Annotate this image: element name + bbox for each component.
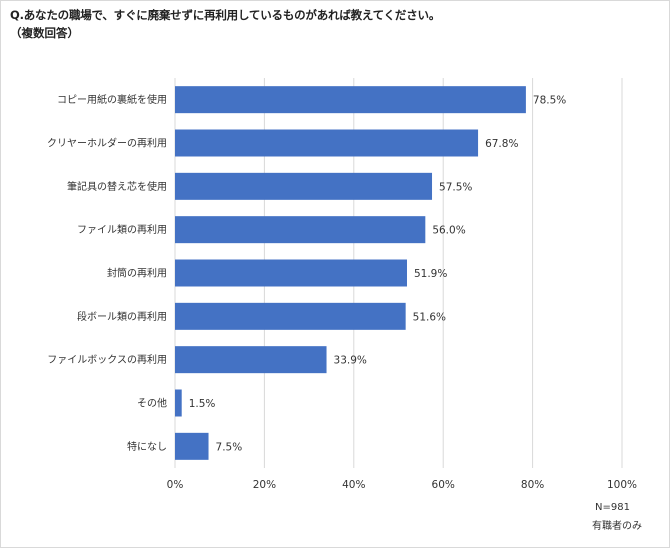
chart-subtitle: （複数回答） — [10, 26, 79, 40]
value-label-8: 7.5% — [216, 441, 243, 453]
x-tick-label-60: 60% — [432, 479, 455, 491]
value-label-6: 33.9% — [334, 355, 367, 367]
bar-3 — [175, 216, 426, 244]
bar-2 — [175, 172, 433, 200]
bar-7 — [175, 389, 182, 417]
value-label-3: 56.0% — [432, 225, 465, 237]
category-label-6: ファイルボックスの再利用 — [47, 354, 167, 366]
value-label-5: 51.6% — [413, 311, 446, 323]
category-label-0: コピー用紙の裏紙を使用 — [57, 93, 167, 106]
category-label-2: 筆記具の替え芯を使用 — [67, 180, 167, 193]
bar-5 — [175, 302, 406, 330]
category-label-5: 段ボール類の再利用 — [77, 310, 167, 323]
bar-1 — [175, 129, 479, 157]
bars — [175, 86, 526, 460]
population-note: 有職者のみ — [592, 521, 642, 532]
x-tick-label-80: 80% — [521, 479, 544, 491]
value-label-7: 1.5% — [189, 398, 216, 410]
sample-size-note: N=981 — [595, 502, 630, 513]
chart-title: Q.あなたの職場で、すぐに廃棄せずに再利用しているものがあれば教えてください。 — [10, 8, 441, 22]
x-tick-label-20: 20% — [253, 479, 276, 491]
x-tick-label-100: 100% — [607, 479, 637, 491]
bar-4 — [175, 259, 407, 287]
x-tick-label-0: 0% — [167, 479, 184, 491]
category-label-8: 特になし — [127, 441, 167, 453]
x-tick-label-40: 40% — [342, 479, 365, 491]
bar-8 — [175, 432, 209, 460]
labels: 0% 20% 40% 60% 80% 100% コピー用紙の裏紙を使用 78.5% クリヤーホル… — [47, 93, 637, 491]
value-label-2: 57.5% — [439, 181, 472, 193]
category-label-7: その他 — [137, 397, 167, 410]
category-label-3: ファイル類の再利用 — [77, 224, 167, 236]
bar-6 — [175, 346, 327, 374]
category-label-1: クリヤーホルダーの再利用 — [47, 137, 167, 150]
value-label-4: 51.9% — [414, 268, 447, 280]
category-label-4: 封筒の再利用 — [107, 267, 167, 280]
bar-0 — [175, 86, 526, 114]
value-label-1: 67.8% — [485, 138, 518, 150]
value-label-0: 78.5% — [533, 95, 566, 107]
